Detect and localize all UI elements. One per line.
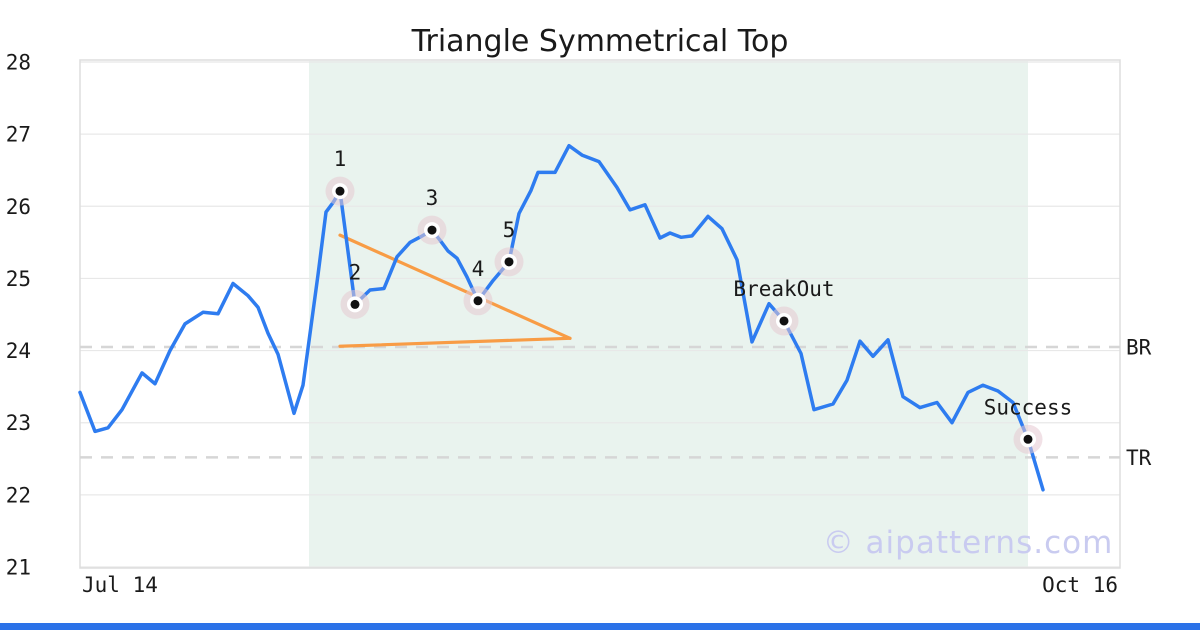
pattern-shaded-region (309, 61, 1028, 567)
marker-label-success: Success (984, 395, 1073, 419)
marker-dot (779, 316, 789, 326)
y-tick-label-28: 28 (6, 51, 31, 75)
marker-dot (335, 186, 345, 196)
marker-label-3: 3 (426, 186, 439, 210)
pattern-marker-1: 1 (325, 147, 355, 206)
pattern-marker-5: 5 (494, 218, 524, 277)
price-line (78, 143, 1045, 492)
marker-label-5: 5 (503, 218, 516, 242)
y-tick-label-25: 25 (6, 267, 31, 291)
pattern-marker-breakout: BreakOut (733, 277, 835, 336)
pattern-marker-success: Success (984, 395, 1073, 454)
footer-bar (0, 623, 1200, 630)
marker-label-2: 2 (349, 260, 362, 284)
pattern-marker-2: 2 (340, 260, 370, 319)
marker-dot (350, 299, 360, 309)
marker-dot (1023, 434, 1033, 444)
hline-label-br: BR (1126, 335, 1152, 359)
marker-dot (427, 225, 437, 235)
x-tick-label-oct-16: Oct 16 (1042, 573, 1118, 597)
marker-dot (473, 296, 483, 306)
marker-label-breakout: BreakOut (733, 277, 834, 301)
pattern-marker-3: 3 (417, 186, 447, 245)
y-tick-label-26: 26 (6, 195, 31, 219)
pattern-marker-4: 4 (463, 257, 493, 316)
marker-dot (504, 257, 514, 267)
y-tick-label-27: 27 (6, 123, 31, 147)
marker-label-1: 1 (334, 147, 347, 171)
y-tick-label-23: 23 (6, 411, 31, 435)
y-tick-label-21: 21 (6, 556, 31, 580)
marker-label-4: 4 (472, 257, 485, 281)
trendline-lower (338, 336, 572, 348)
x-tick-label-jul-14: Jul 14 (82, 573, 158, 597)
chart-title: Triangle Symmetrical Top (411, 24, 789, 59)
plot-border (79, 59, 1121, 569)
hline-label-tr: TR (1126, 446, 1152, 470)
watermark: © aipatterns.com (823, 525, 1114, 561)
trendline-upper (338, 233, 572, 340)
y-tick-label-22: 22 (6, 483, 31, 507)
y-tick-label-24: 24 (6, 339, 31, 363)
